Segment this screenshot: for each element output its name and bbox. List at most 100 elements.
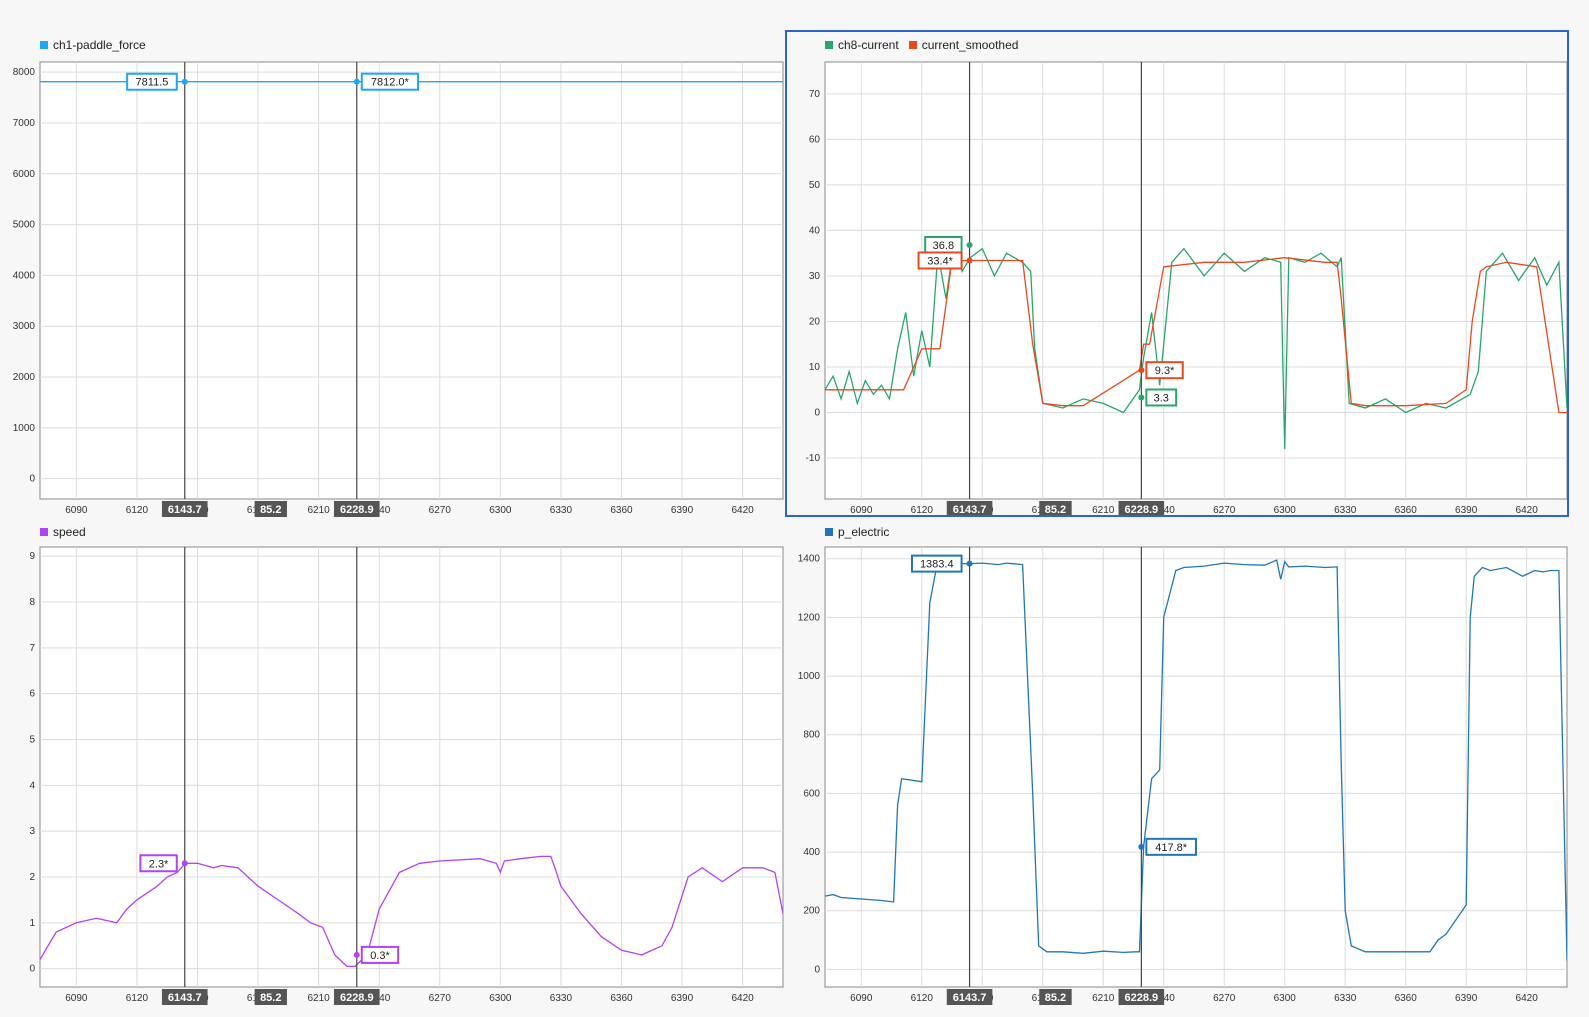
y-tick-label: 800: [803, 730, 820, 741]
cursor-delta-label[interactable]: 85.2: [260, 992, 281, 1004]
cursor-b-label[interactable]: 6228.9: [340, 504, 374, 516]
plot-area[interactable]: [39, 61, 784, 500]
legend-item-p-electric[interactable]: p_electric: [825, 525, 889, 539]
y-tick-label: 1000: [13, 423, 36, 434]
y-tick-label: 8000: [13, 67, 36, 78]
cursor-delta-label-bg[interactable]: [254, 989, 287, 1005]
x-tick-label: 6300: [489, 993, 512, 1004]
marker-value-label: 33.4*: [927, 255, 953, 267]
x-tick-label: 6420: [731, 505, 754, 516]
y-tick-label: 0: [29, 474, 35, 485]
x-tick-label: 6210: [308, 993, 331, 1004]
legend-item-ch8-current[interactable]: ch8-current: [825, 38, 899, 52]
cursor-delta-label-bg[interactable]: [1039, 989, 1072, 1005]
marker-point: [966, 241, 973, 248]
y-tick-label: 3: [29, 826, 35, 837]
series-line-ch8-current[interactable]: [825, 243, 1567, 449]
marker-value-label: 3.3: [1154, 392, 1169, 404]
p-electric-chart[interactable]: 6090612061506180621062406270630063306360…: [785, 517, 1569, 1017]
p-electric-panel[interactable]: p_electric 60906120615061806210624062706…: [785, 517, 1569, 1017]
y-tick-label: 2: [29, 872, 35, 883]
legend-item-ch1-paddle-force[interactable]: ch1-paddle_force: [40, 38, 146, 52]
x-tick-label: 6330: [550, 505, 573, 516]
x-tick-label: 6210: [1092, 993, 1115, 1004]
marker-point: [966, 257, 973, 264]
x-tick-label: 6360: [1395, 505, 1418, 516]
marker-value-label: 36.8: [933, 240, 954, 252]
marker-point: [353, 951, 360, 958]
plot-area[interactable]: [824, 546, 1568, 988]
cursor-a-label-bg[interactable]: [161, 989, 208, 1005]
paddle-force-panel[interactable]: ch1-paddle_force 60906120615061806210624…: [0, 30, 785, 517]
y-tick-label: 10: [809, 362, 821, 373]
marker-value-box: [139, 854, 178, 873]
legend-label: p_electric: [838, 525, 890, 539]
y-tick-label: 60: [809, 134, 821, 145]
y-tick-label: 4: [29, 780, 35, 791]
y-tick-label: 70: [809, 89, 821, 100]
x-tick-label: 6360: [610, 993, 633, 1004]
legend-item-speed[interactable]: speed: [40, 525, 86, 539]
y-tick-label: 600: [803, 788, 820, 799]
marker-value-label: 417.8*: [1155, 842, 1188, 854]
x-tick-label: 6120: [126, 505, 149, 516]
cursor-b-label-bg[interactable]: [333, 989, 380, 1005]
x-tick-label: 6420: [1516, 993, 1539, 1004]
x-tick-label: 6330: [1334, 505, 1357, 516]
x-tick-label: 6090: [850, 993, 873, 1004]
marker-point: [1138, 394, 1145, 401]
current-chart[interactable]: 6090612061506180621062406270630063306360…: [785, 30, 1569, 517]
y-tick-label: 4000: [13, 270, 36, 281]
marker-value-label: 7812.0*: [371, 77, 410, 89]
legend-swatch: [40, 528, 48, 536]
legend-item-current-smoothed[interactable]: current_smoothed: [908, 38, 1018, 52]
y-tick-label: 1400: [798, 554, 821, 565]
speed-panel[interactable]: speed 6090612061506180621062406270630063…: [0, 517, 785, 1017]
cursor-a-label-bg[interactable]: [161, 501, 208, 517]
cursor-delta-label[interactable]: 85.2: [260, 504, 281, 516]
marker-value-box: [1145, 361, 1184, 380]
cursor-b-label-bg[interactable]: [333, 501, 380, 517]
marker-value-label: 2.3*: [149, 858, 169, 870]
marker-value-label: 7811.5: [136, 77, 169, 89]
paddle-force-chart[interactable]: 6090612061506180621062406270630063306360…: [0, 30, 785, 517]
cursor-b-label[interactable]: 6228.9: [1125, 992, 1159, 1004]
series-line-speed[interactable]: [40, 855, 783, 968]
legend: p_electric: [825, 525, 889, 539]
cursor-delta-label-bg[interactable]: [254, 501, 287, 517]
cursor-a-label-bg[interactable]: [946, 501, 993, 517]
x-tick-label: 6390: [1455, 505, 1478, 516]
current-panel[interactable]: ch8-current current_smoothed 60906120615…: [785, 30, 1569, 517]
cursor-b-label-bg[interactable]: [1118, 501, 1165, 517]
cursor-a-label[interactable]: 6143.7: [953, 504, 987, 516]
legend-label: speed: [53, 525, 86, 539]
cursor-delta-label[interactable]: 85.2: [1045, 992, 1066, 1004]
y-tick-label: 1000: [798, 671, 821, 682]
y-tick-label: 7000: [13, 118, 36, 129]
y-tick-label: 6000: [13, 169, 36, 180]
x-tick-label: 6420: [1516, 505, 1539, 516]
y-tick-label: 7: [29, 643, 35, 654]
x-tick-label: 6120: [911, 505, 934, 516]
y-tick-label: 30: [809, 271, 821, 282]
plot-area[interactable]: [39, 546, 784, 988]
x-tick-label: 6300: [489, 505, 512, 516]
cursor-a-label[interactable]: 6143.7: [953, 992, 987, 1004]
speed-chart[interactable]: 6090612061506180621062406270630063306360…: [0, 517, 785, 1017]
cursor-b-label[interactable]: 6228.9: [340, 992, 374, 1004]
y-tick-label: 1: [29, 918, 35, 929]
cursor-a-label[interactable]: 6143.7: [168, 992, 202, 1004]
cursor-a-label[interactable]: 6143.7: [168, 504, 202, 516]
legend: speed: [40, 525, 86, 539]
y-tick-label: 9: [29, 551, 35, 562]
x-tick-label: 6300: [1274, 505, 1297, 516]
cursor-b-label[interactable]: 6228.9: [1125, 504, 1159, 516]
cursor-a-label-bg[interactable]: [946, 989, 993, 1005]
y-tick-label: 200: [803, 906, 820, 917]
cursor-delta-label-bg[interactable]: [1039, 501, 1072, 517]
y-tick-label: 0: [814, 408, 820, 419]
marker-value-box: [917, 251, 963, 270]
x-tick-label: 6120: [126, 993, 149, 1004]
cursor-delta-label[interactable]: 85.2: [1045, 504, 1066, 516]
cursor-b-label-bg[interactable]: [1118, 989, 1165, 1005]
